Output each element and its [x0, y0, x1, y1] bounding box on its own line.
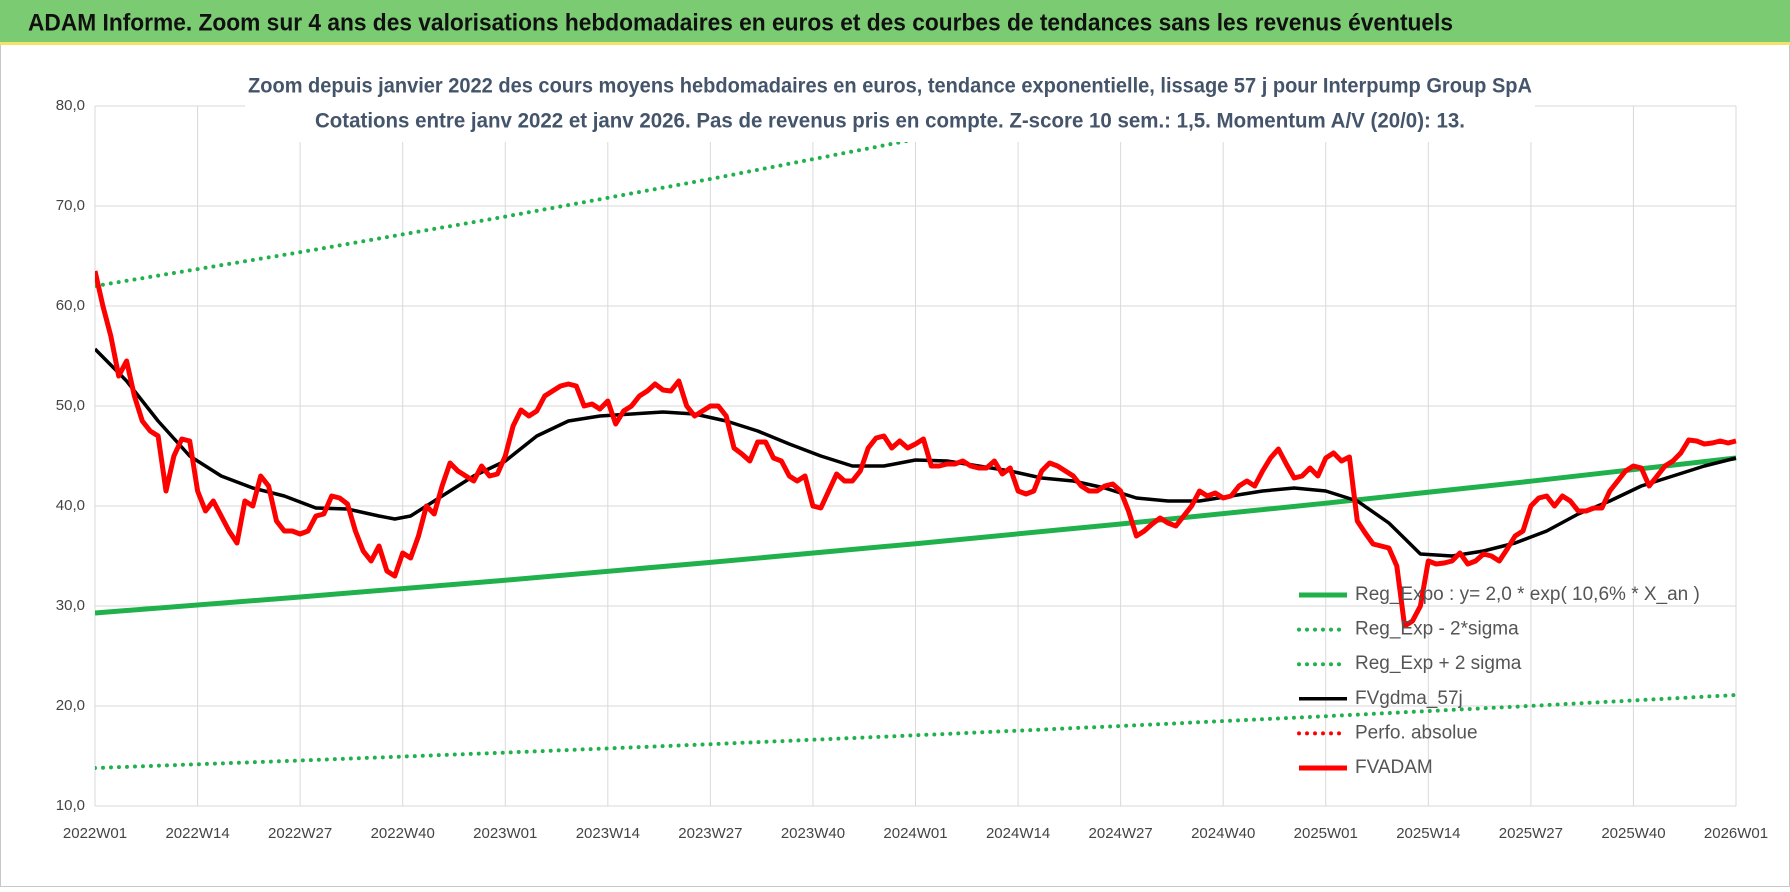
legend: Reg_Expo : y= 2,0 * exp( 10,6% * X_an ) R… [1297, 584, 1700, 778]
header-bar [0, 0, 1790, 44]
x-tick-label: 2022W27 [268, 825, 332, 842]
y-tick-label: 30,0 [56, 597, 85, 614]
x-tick-label: 2025W14 [1396, 825, 1460, 842]
header-border [0, 42, 1790, 45]
y-tick-label: 10,0 [56, 797, 85, 814]
x-tick-label: 2025W01 [1294, 825, 1358, 842]
x-tick-label: 2025W40 [1601, 825, 1665, 842]
title-box [245, 70, 1535, 142]
legend-label: Reg_Exp - 2*sigma [1355, 619, 1519, 640]
y-tick-label: 50,0 [56, 397, 85, 414]
x-tick-label: 2024W01 [883, 825, 947, 842]
y-tick-label: 60,0 [56, 297, 85, 314]
x-tick-label: 2025W27 [1499, 825, 1563, 842]
legend-label: FVADAM [1355, 757, 1433, 778]
y-tick-label: 70,0 [56, 197, 85, 214]
legend-label: Reg_Exp + 2 sigma [1355, 653, 1522, 674]
legend-label: FVgdma_57j [1355, 688, 1463, 709]
x-tick-label: 2023W14 [576, 825, 640, 842]
x-tick-label: 2024W27 [1089, 825, 1153, 842]
series-line [95, 693, 1738, 770]
x-tick-label: 2023W40 [781, 825, 845, 842]
x-tick-label: 2022W40 [371, 825, 435, 842]
legend-label: Reg_Expo : y= 2,0 * exp( 10,6% * X_an ) [1355, 584, 1700, 605]
x-tick-label: 2022W14 [165, 825, 229, 842]
x-tick-label: 2026W01 [1704, 825, 1768, 842]
x-tick-label: 2024W14 [986, 825, 1050, 842]
y-tick-label: 20,0 [56, 697, 85, 714]
series-line [95, 455, 1737, 616]
y-tick-label: 80,0 [56, 97, 85, 114]
x-tick-label: 2022W01 [63, 825, 127, 842]
chart-title: Zoom depuis janvier 2022 des cours moyen… [248, 75, 1532, 98]
chart-subtitle: Cotations entre janv 2022 et janv 2026. … [315, 110, 1465, 133]
legend-label: Perfo. absolue [1355, 722, 1478, 743]
series-line [95, 270, 1737, 629]
x-tick-label: 2023W01 [473, 825, 537, 842]
header-title: ADAM Informe. Zoom sur 4 ans des valoris… [28, 9, 1453, 36]
y-tick-label: 40,0 [56, 497, 85, 514]
x-tick-label: 2023W27 [678, 825, 742, 842]
x-tick-label: 2024W40 [1191, 825, 1255, 842]
grid: 10,0 20,0 30,0 40,0 50,0 60,0 70,0 80,0 2022W01 2… [56, 97, 1768, 842]
